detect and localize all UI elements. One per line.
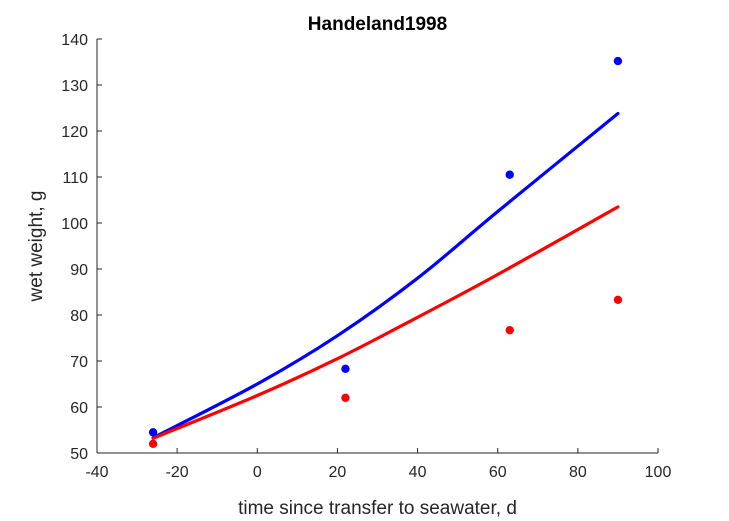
- x-tick-label: 60: [489, 464, 507, 481]
- chart-title: Handeland1998: [308, 14, 447, 35]
- fit-curve-1: [151, 205, 620, 440]
- y-tick-label: 90: [70, 262, 88, 279]
- data-point: [505, 325, 514, 335]
- y-tick-label: 130: [61, 78, 88, 95]
- y-tick-label: 140: [61, 32, 88, 49]
- data-point: [341, 393, 350, 402]
- data-point: [613, 295, 623, 305]
- x-tick-label: 40: [409, 464, 427, 481]
- y-tick-label: 100: [61, 216, 88, 233]
- x-tick-label: 20: [329, 464, 347, 481]
- data-point: [341, 364, 350, 374]
- fit-curve-0: [151, 111, 620, 440]
- data-point: [148, 428, 158, 437]
- fit-curves: [151, 111, 620, 440]
- y-tick-label: 50: [70, 446, 88, 463]
- y-tick-label: 70: [70, 354, 88, 371]
- data-points: [148, 56, 623, 448]
- y-tick-label: 120: [61, 124, 88, 141]
- y-tick-label: 60: [70, 400, 88, 417]
- x-axis-title: time since transfer to seawater, d: [238, 498, 517, 519]
- axes: -40 -20 0 20 40 60 80 100 50 60 70 80 90 100 110 120 130…: [61, 32, 671, 481]
- data-point: [613, 56, 623, 66]
- x-tick-label: -40: [85, 464, 108, 481]
- y-tick-label: 110: [62, 170, 88, 187]
- y-tick-label: 80: [70, 308, 88, 325]
- x-tick-label: 100: [645, 464, 672, 481]
- x-tick-label: 0: [253, 464, 262, 481]
- x-tick-label: -20: [166, 464, 189, 481]
- data-point: [148, 439, 158, 448]
- x-tick-label: 80: [569, 464, 587, 481]
- y-axis-title: wet weight, g: [26, 191, 47, 303]
- data-point: [505, 170, 514, 179]
